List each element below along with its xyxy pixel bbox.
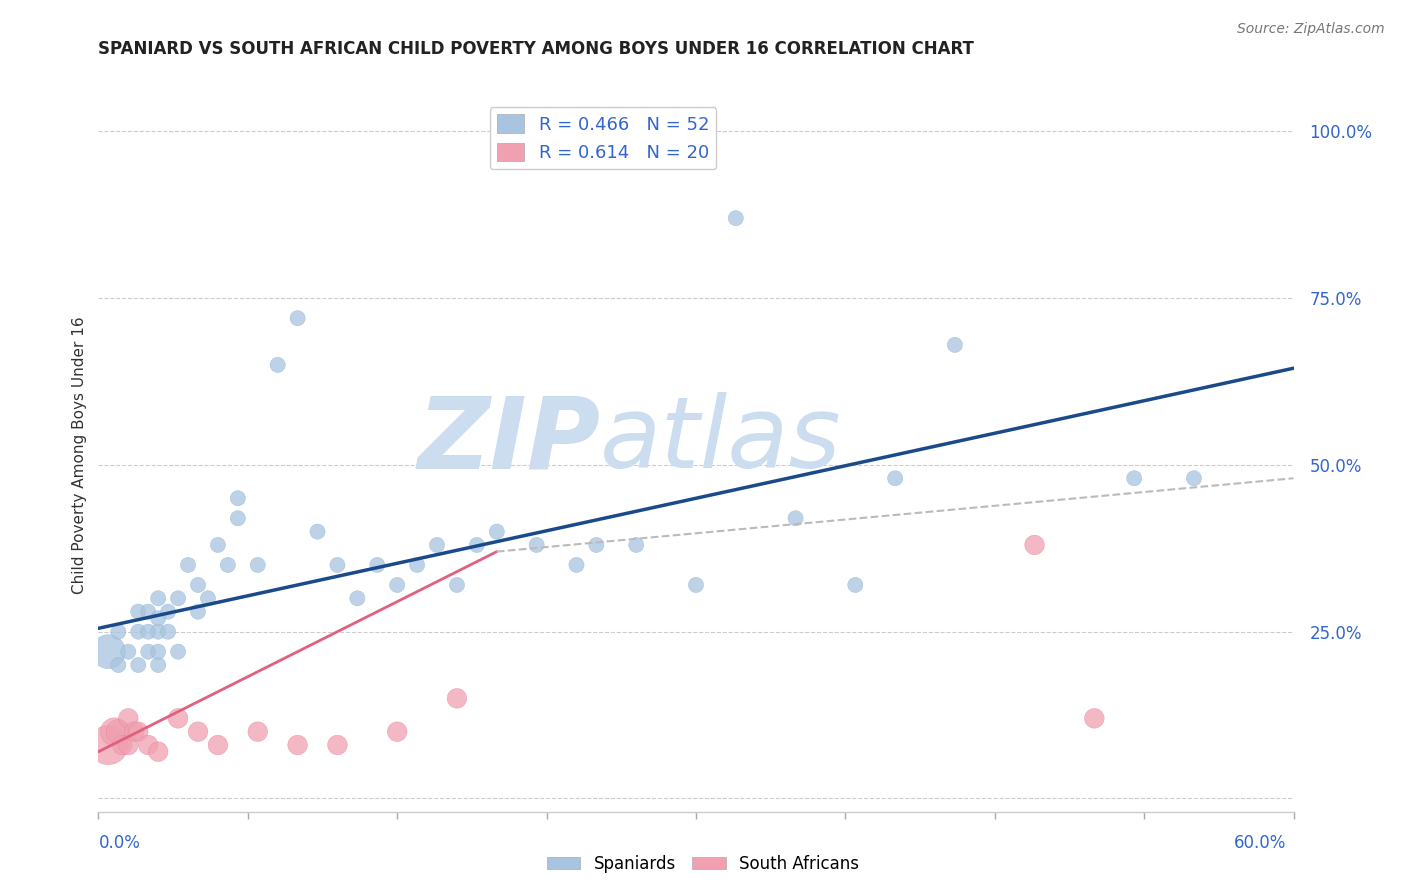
Point — [167, 591, 190, 606]
Legend: R = 0.466   N = 52, R = 0.614   N = 20: R = 0.466 N = 52, R = 0.614 N = 20 — [489, 107, 716, 169]
Point — [207, 738, 229, 752]
Point — [844, 578, 866, 592]
Point — [226, 511, 249, 525]
Point — [148, 645, 170, 659]
Point — [585, 538, 607, 552]
Point — [148, 611, 170, 625]
Point — [187, 605, 209, 619]
Point — [148, 624, 170, 639]
Point — [107, 624, 129, 639]
Text: ZIP: ZIP — [418, 392, 600, 489]
Point — [346, 591, 368, 606]
Point — [117, 738, 139, 752]
Point — [127, 605, 149, 619]
Point — [127, 724, 149, 739]
Y-axis label: Child Poverty Among Boys Under 16: Child Poverty Among Boys Under 16 — [72, 316, 87, 594]
Point — [136, 605, 159, 619]
Point — [326, 558, 349, 572]
Point — [127, 624, 149, 639]
Point — [167, 645, 190, 659]
Point — [226, 491, 249, 506]
Point — [136, 624, 159, 639]
Point — [111, 738, 134, 752]
Point — [366, 558, 388, 572]
Point — [406, 558, 429, 572]
Legend: Spaniards, South Africans: Spaniards, South Africans — [540, 848, 866, 880]
Point — [187, 724, 209, 739]
Point — [97, 645, 120, 659]
Point — [724, 211, 747, 226]
Point — [136, 738, 159, 752]
Point — [1083, 711, 1105, 725]
Point — [157, 605, 180, 619]
Point — [565, 558, 588, 572]
Point — [217, 558, 239, 572]
Point — [148, 591, 170, 606]
Point — [526, 538, 548, 552]
Point — [177, 558, 200, 572]
Text: SPANIARD VS SOUTH AFRICAN CHILD POVERTY AMONG BOYS UNDER 16 CORRELATION CHART: SPANIARD VS SOUTH AFRICAN CHILD POVERTY … — [98, 40, 974, 58]
Point — [246, 724, 269, 739]
Point — [157, 624, 180, 639]
Text: Source: ZipAtlas.com: Source: ZipAtlas.com — [1237, 22, 1385, 37]
Point — [124, 724, 146, 739]
Point — [197, 591, 219, 606]
Point — [943, 338, 966, 352]
Point — [287, 311, 309, 326]
Point — [446, 578, 468, 592]
Point — [1123, 471, 1146, 485]
Point — [148, 745, 170, 759]
Point — [117, 711, 139, 725]
Point — [107, 724, 129, 739]
Text: 60.0%: 60.0% — [1234, 834, 1286, 852]
Point — [1182, 471, 1205, 485]
Point — [107, 658, 129, 673]
Point — [97, 738, 120, 752]
Point — [884, 471, 907, 485]
Point — [426, 538, 449, 552]
Point — [148, 658, 170, 673]
Point — [287, 738, 309, 752]
Point — [785, 511, 807, 525]
Point — [446, 691, 468, 706]
Point — [103, 724, 125, 739]
Point — [187, 578, 209, 592]
Point — [207, 538, 229, 552]
Point — [685, 578, 707, 592]
Point — [136, 645, 159, 659]
Point — [246, 558, 269, 572]
Point — [1024, 538, 1046, 552]
Text: atlas: atlas — [600, 392, 842, 489]
Point — [385, 578, 409, 592]
Point — [167, 711, 190, 725]
Point — [307, 524, 329, 539]
Point — [624, 538, 647, 552]
Point — [485, 524, 508, 539]
Point — [385, 724, 409, 739]
Point — [127, 658, 149, 673]
Point — [117, 645, 139, 659]
Point — [326, 738, 349, 752]
Point — [267, 358, 290, 372]
Point — [465, 538, 488, 552]
Text: 0.0%: 0.0% — [98, 834, 141, 852]
